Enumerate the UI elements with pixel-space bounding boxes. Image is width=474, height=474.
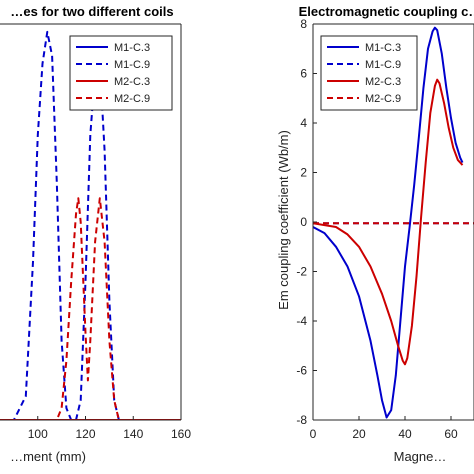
left-x-tick-label: 160 — [171, 427, 191, 441]
right-series-group — [313, 26, 474, 419]
right-legend-label: M1-C.9 — [365, 59, 401, 71]
right-x-tick-label: 60 — [444, 427, 458, 441]
left-chart-title: …es for two different coils — [10, 4, 173, 19]
right-x-tick-label: 40 — [398, 427, 412, 441]
right-legend-label: M1-C.3 — [365, 42, 401, 54]
left-legend: M1-C.3 M1-C.9 M2-C.3 M2-C.9 — [69, 35, 173, 111]
right-x-tick-label: 0 — [310, 427, 317, 441]
left-legend-label: M1-C.9 — [114, 59, 150, 71]
right-y-tick-label: -6 — [296, 364, 307, 378]
right-y-axis-label: Em coupling coefficient (Wb/m) — [276, 130, 291, 310]
left-chart: …es for two different coils 100 120 140 160… — [0, 4, 191, 464]
right-x-axis-label: Magne… — [394, 449, 447, 464]
right-y-tick-label: 8 — [300, 17, 307, 31]
right-series-line-3 — [313, 78, 464, 366]
left-legend-label: M2-C.3 — [114, 76, 150, 88]
right-y-tick-label: 4 — [300, 116, 307, 130]
left-x-tick-label: 140 — [123, 427, 143, 441]
right-series-line-1 — [313, 26, 464, 419]
right-chart-title: Electromagnetic coupling c… — [299, 4, 474, 19]
right-chart: Electromagnetic coupling c… 0 20 40 60-8-6-… — [276, 4, 474, 464]
right-y-tick-label: 6 — [300, 67, 307, 81]
left-x-tick-label: 100 — [28, 427, 48, 441]
left-legend-label: M1-C.3 — [114, 42, 150, 54]
right-y-tick-label: 0 — [300, 215, 307, 229]
right-legend-label: M2-C.9 — [365, 93, 401, 105]
right-x-tick-label: 20 — [352, 427, 366, 441]
right-legend: M1-C.3 M1-C.9 M2-C.3 M2-C.9 — [320, 35, 418, 111]
right-axes: 0 20 40 60 -8 -6 -4 -2 0 2 4 6 8 — [296, 17, 474, 441]
right-y-tick-label: 2 — [300, 166, 307, 180]
right-y-tick-label: -8 — [296, 413, 307, 427]
left-legend-label: M2-C.9 — [114, 93, 150, 105]
right-y-tick-label: -2 — [296, 265, 307, 279]
right-y-tick-label: -4 — [296, 314, 307, 328]
left-x-tick-label: 120 — [75, 427, 95, 441]
left-x-axis-label: …ment (mm) — [10, 449, 86, 464]
right-legend-label: M2-C.3 — [365, 76, 401, 88]
left-axes: 100 120 140 160 — [0, 23, 191, 441]
